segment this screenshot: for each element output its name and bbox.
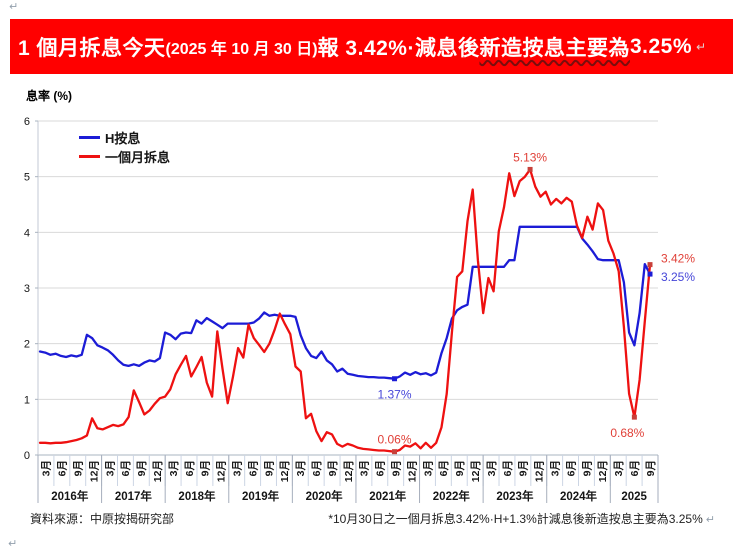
x-year-label: 2022年: [433, 489, 471, 503]
x-year-label: 2025: [621, 491, 647, 503]
x-tick-label: 12月: [406, 460, 418, 482]
banner-text-main-3: 3.25%: [629, 34, 693, 58]
legend-label: H按息: [105, 131, 141, 146]
x-tick-label: 3月: [295, 460, 307, 476]
y-tick-label: 6: [24, 116, 30, 128]
legend-item-hibor: 一個月拆息: [79, 147, 170, 166]
y-tick-label: 5: [24, 172, 30, 184]
x-tick-label: 12月: [470, 460, 482, 482]
x-tick-label: 3月: [232, 460, 244, 476]
data-label: 0.68%: [610, 426, 644, 440]
x-tick-label: 3月: [104, 460, 116, 476]
x-tick-label: 9月: [581, 460, 593, 476]
x-year-label: 2024年: [560, 489, 598, 503]
data-point-marker: [392, 376, 398, 382]
x-tick-label: 3月: [41, 460, 53, 476]
data-point-marker: [527, 166, 533, 172]
paragraph-mark-icon: ↵: [696, 39, 707, 54]
x-tick-label: 6月: [184, 460, 196, 476]
legend-line-swatch-blue: [79, 136, 100, 139]
x-tick-label: 3月: [613, 460, 625, 476]
data-point-marker: [392, 449, 398, 455]
x-tick-label: 9月: [327, 460, 339, 476]
x-year-label: 2021年: [369, 489, 407, 503]
x-tick-label: 9月: [136, 460, 148, 476]
paragraph-mark-icon: ↵: [9, 1, 19, 13]
x-tick-label: 3月: [486, 460, 498, 476]
h-rate-line: [38, 225, 652, 380]
x-tick-label: 6月: [57, 460, 69, 476]
x-tick-label: 9月: [263, 460, 275, 476]
x-tick-label: 9月: [73, 460, 85, 476]
legend-line-swatch-red: [79, 155, 100, 158]
data-label: 5.13%: [513, 150, 547, 164]
x-year-label: 2020年: [306, 489, 344, 503]
x-tick-label: 6月: [438, 460, 450, 476]
data-label: 3.42%: [661, 252, 695, 266]
title-banner: 1 個月拆息今天 (2025 年 10 月 30 日) 報 3.42%·減息後 新造按…: [10, 19, 733, 74]
x-tick-label: 12月: [216, 460, 228, 482]
x-year-label: 2018年: [178, 489, 216, 503]
x-tick-label: 6月: [502, 460, 514, 476]
y-tick-label: 0: [24, 450, 30, 462]
data-point-marker: [647, 262, 653, 268]
x-tick-label: 6月: [375, 460, 387, 476]
x-tick-label: 12月: [597, 460, 609, 482]
y-tick-label: 3: [24, 283, 30, 295]
chart-legend: H按息 一個月拆息: [79, 128, 170, 166]
x-tick-label: 9月: [454, 460, 466, 476]
x-tick-label: 9月: [518, 460, 530, 476]
x-tick-label: 9月: [391, 460, 403, 476]
x-tick-label: 9月: [645, 460, 657, 476]
paragraph-mark-icon: ↵: [8, 538, 18, 550]
x-year-label: 2019年: [242, 489, 280, 503]
x-tick-label: 12月: [534, 460, 546, 482]
y-tick-label: 4: [24, 227, 30, 239]
footnote: *10月30日之一個月拆息3.42%·H+1.3%計減息後新造按息主要為3.25…: [328, 510, 715, 527]
hibor-line: [38, 168, 652, 453]
y-tick-label: 2: [24, 339, 30, 351]
y-axis-title: 息率 (%): [26, 89, 72, 103]
banner-text-date: (2025 年 10 月 30 日): [165, 40, 318, 58]
x-year-label: 2016年: [51, 489, 89, 503]
x-year-label: 2023年: [496, 489, 534, 503]
data-label: 3.25%: [661, 270, 695, 284]
data-source-note: 資料來源：中原按揭研究部: [30, 512, 175, 526]
x-year-label: 2017年: [115, 489, 153, 503]
x-tick-label: 12月: [343, 460, 355, 482]
legend-item-h-rate: H按息: [79, 128, 170, 147]
x-tick-label: 12月: [279, 460, 291, 482]
x-tick-label: 3月: [168, 460, 180, 476]
x-tick-label: 3月: [359, 460, 371, 476]
x-tick-label: 6月: [565, 460, 577, 476]
banner-text-main-1: 1 個月拆息今天: [18, 36, 166, 60]
x-tick-label: 6月: [120, 460, 132, 476]
banner-text-wavy-underlined: 新造按息主要為: [479, 36, 630, 60]
x-tick-label: 6月: [311, 460, 323, 476]
paragraph-mark-icon: ↵: [705, 514, 715, 526]
footnote-text: *10月30日之一個月拆息3.42%·H+1.3%計減息後新造按息主要為3.25…: [328, 512, 703, 526]
x-tick-label: 6月: [247, 460, 259, 476]
banner-text-main-2: 報 3.42%·減息後: [317, 36, 480, 60]
x-tick-label: 9月: [200, 460, 212, 476]
data-label: 0.06%: [378, 433, 412, 447]
y-tick-label: 1: [24, 394, 30, 406]
x-tick-label: 12月: [88, 460, 100, 482]
x-tick-label: 3月: [550, 460, 562, 476]
x-tick-label: 12月: [152, 460, 164, 482]
x-tick-label: 3月: [422, 460, 434, 476]
data-label: 1.37%: [378, 388, 412, 402]
legend-label: 一個月拆息: [105, 150, 171, 165]
data-point-marker: [631, 414, 637, 420]
x-tick-label: 6月: [629, 460, 641, 476]
data-point-marker: [647, 271, 653, 277]
